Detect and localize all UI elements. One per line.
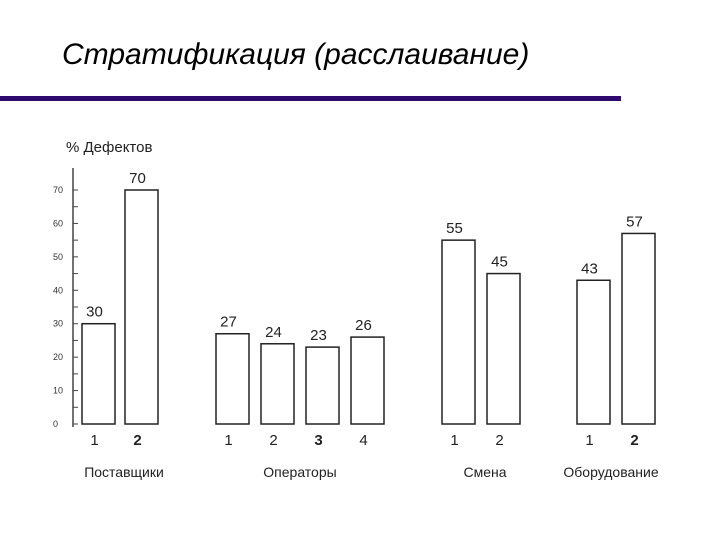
category-tick-label: 3 <box>314 432 322 449</box>
y-tick-label: 50 <box>53 252 63 262</box>
category-tick-label: 2 <box>495 432 503 449</box>
bar <box>260 343 295 425</box>
y-tick-label: 70 <box>53 185 63 195</box>
bar-value-label: 43 <box>581 260 598 277</box>
category-tick-label: 1 <box>90 432 98 449</box>
bar-value-label: 23 <box>310 327 327 344</box>
y-axis-label: % Дефектов <box>66 139 152 156</box>
y-tick-label: 0 <box>53 419 58 429</box>
group-label: Оборудование <box>563 464 658 480</box>
bar-value-label: 30 <box>86 304 103 321</box>
slide-title: Стратификация (расслаивание) <box>62 38 530 71</box>
bar-value-label: 26 <box>355 317 372 334</box>
bar <box>215 332 250 425</box>
category-tick-label: 2 <box>269 432 277 449</box>
bar <box>350 336 385 425</box>
bar-value-label: 24 <box>265 324 282 341</box>
category-tick-label: 1 <box>585 432 593 449</box>
bar <box>621 232 656 425</box>
category-tick-label: 2 <box>630 432 638 449</box>
category-tick-label: 4 <box>359 432 367 449</box>
y-tick-label: 20 <box>53 352 63 362</box>
category-tick-label: 1 <box>224 432 232 449</box>
group-label: Операторы <box>263 464 336 480</box>
bar <box>81 322 116 425</box>
category-tick-label: 1 <box>450 432 458 449</box>
bar-value-label: 45 <box>491 254 508 271</box>
y-tick-label: 40 <box>53 285 63 295</box>
bar-value-label: 55 <box>446 220 463 237</box>
title-divider <box>0 96 621 101</box>
group-label: Поставщики <box>84 464 164 480</box>
y-tick-label: 60 <box>53 218 63 228</box>
y-tick-label: 30 <box>53 319 63 329</box>
bar <box>576 279 611 425</box>
bar <box>441 239 476 425</box>
bar-value-label: 70 <box>129 170 146 187</box>
y-tick-label: 10 <box>53 386 63 396</box>
category-tick-label: 2 <box>133 432 141 449</box>
bar <box>305 346 340 425</box>
bar <box>124 189 159 425</box>
bar-value-label: 27 <box>220 314 237 331</box>
bar-value-label: 57 <box>626 213 643 230</box>
bar <box>486 272 521 425</box>
group-label: Смена <box>463 464 506 480</box>
